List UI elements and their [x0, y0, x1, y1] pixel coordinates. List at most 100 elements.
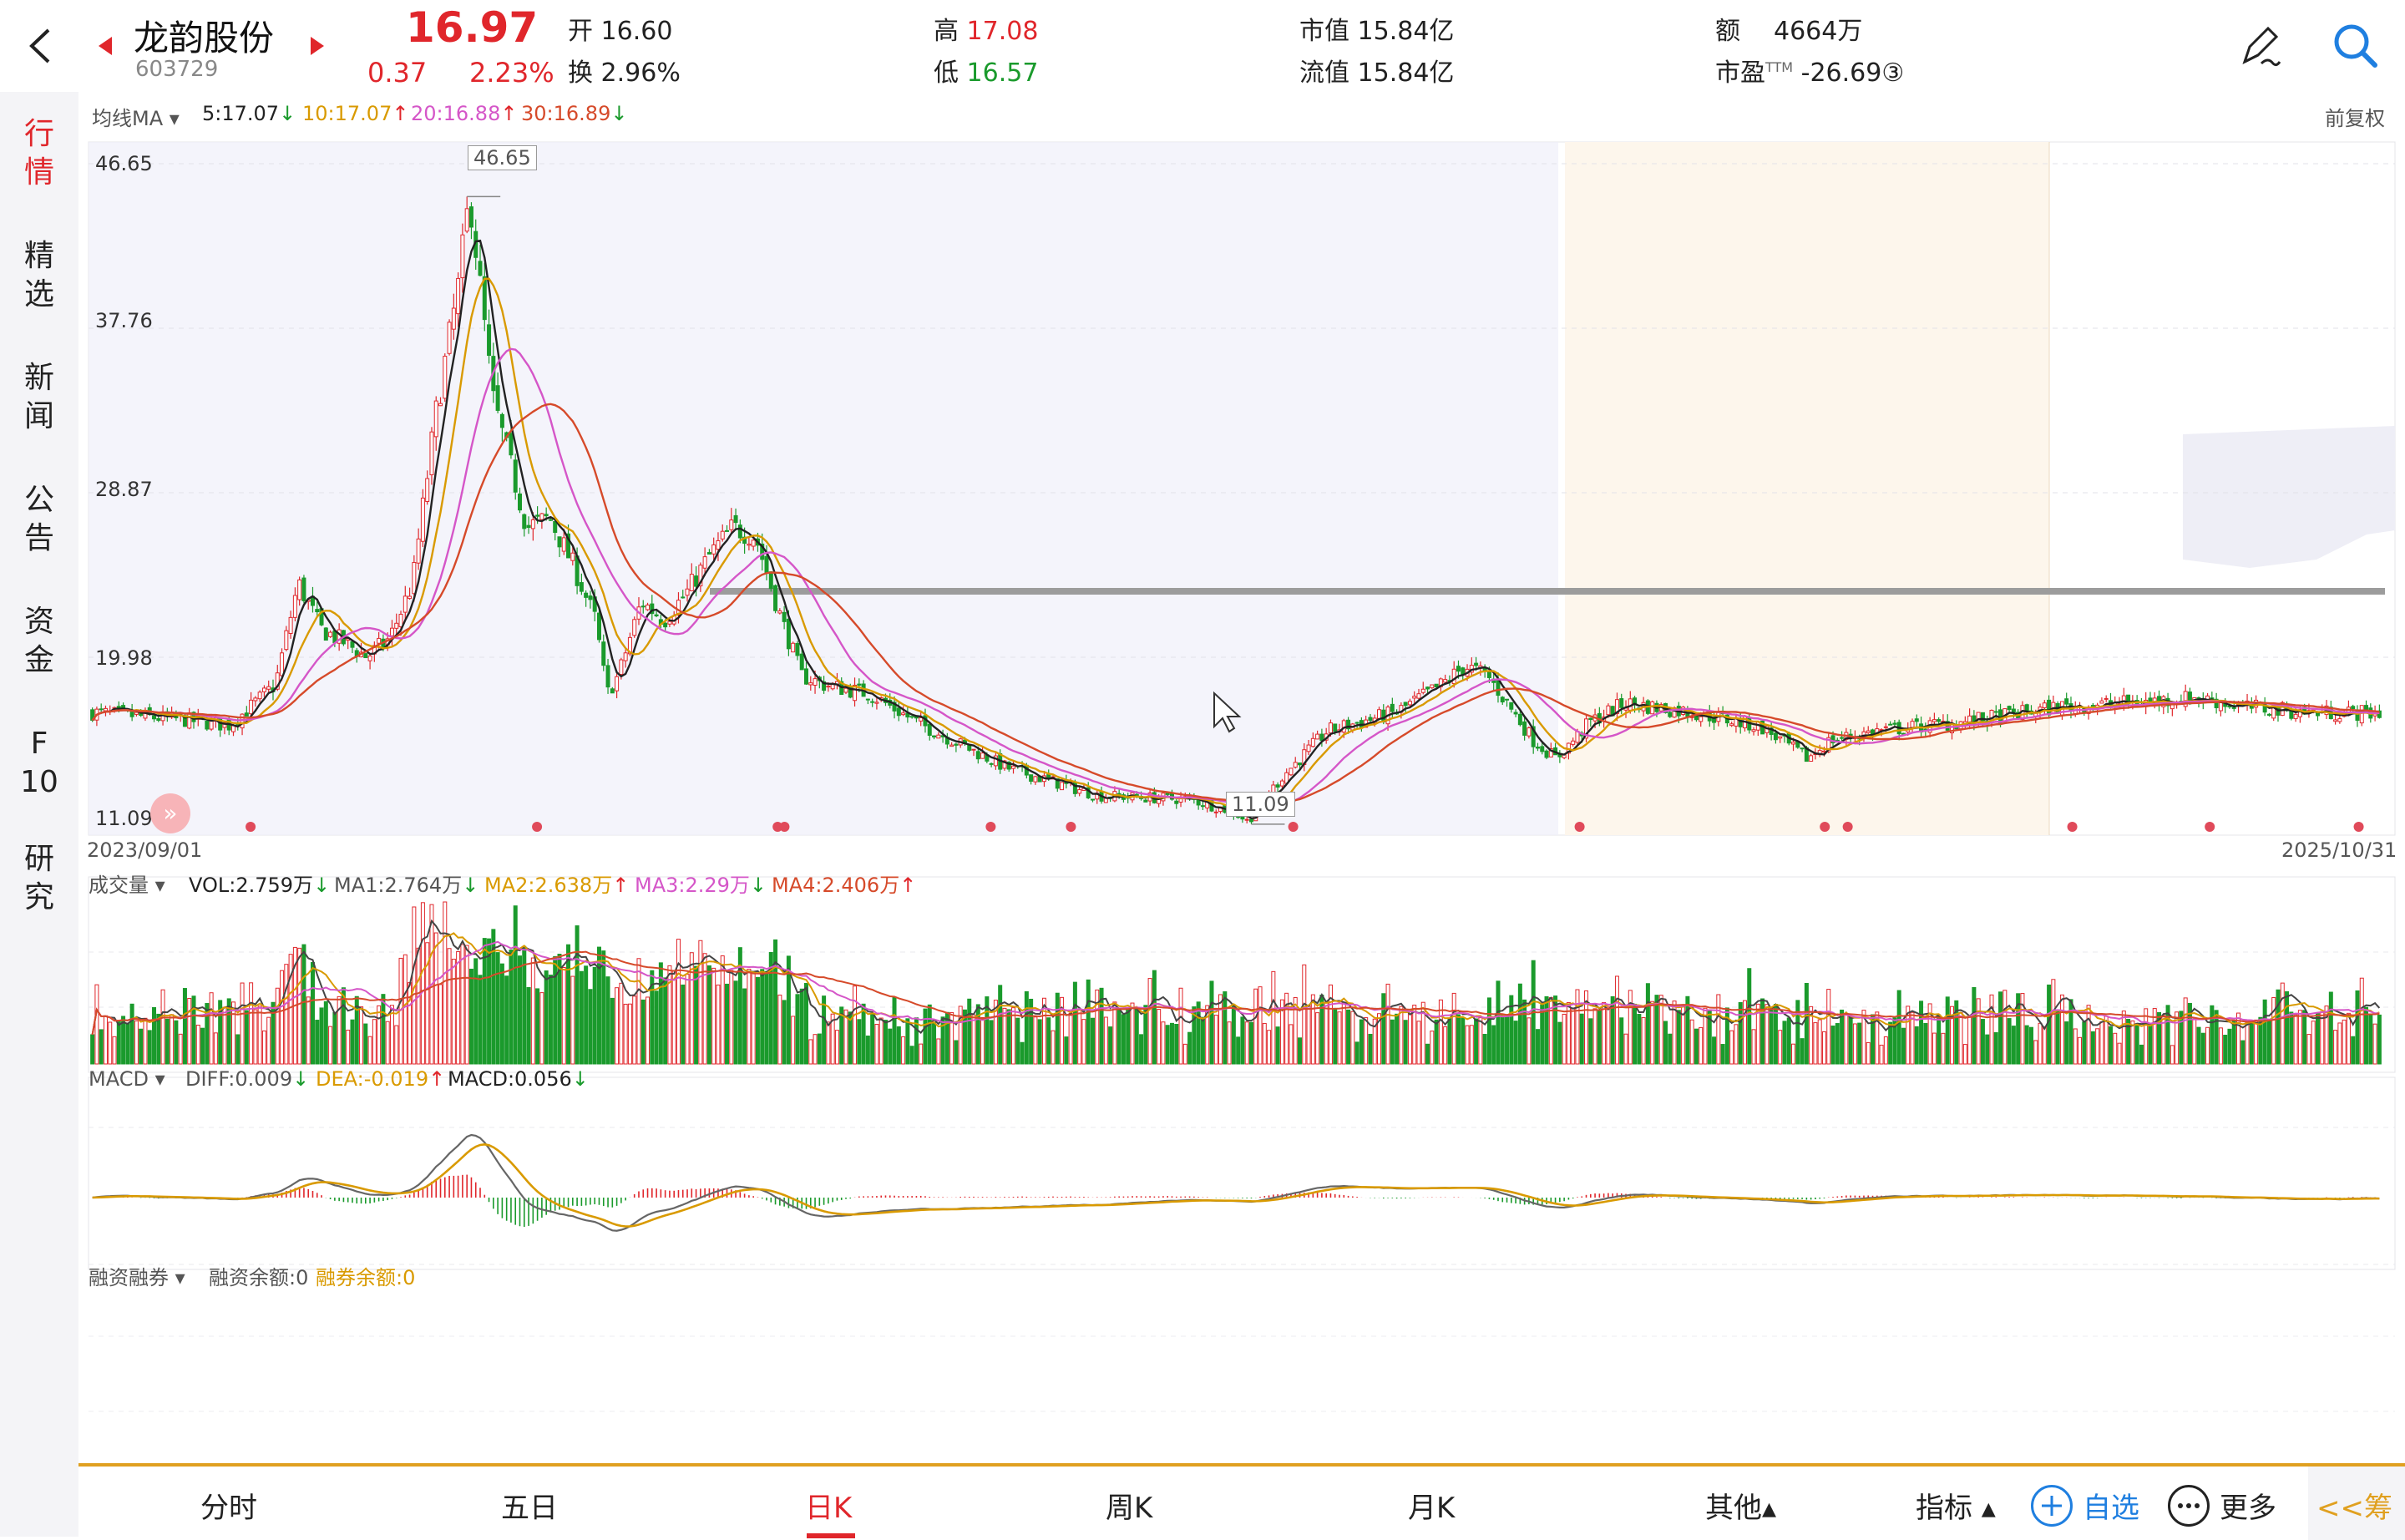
candle-body: [804, 668, 808, 685]
add-watch-button[interactable]: 自选: [2083, 1492, 2139, 1525]
event-dot[interactable]: [2353, 822, 2364, 832]
candle-body: [584, 592, 589, 598]
volume-dropdown[interactable]: 成交量 ▾: [89, 874, 165, 897]
more-button[interactable]: 更多: [2220, 1492, 2276, 1525]
candle-body: [257, 691, 262, 700]
macd-arrow-icon: ↓: [571, 1067, 589, 1091]
volume-bar: [1830, 1026, 1835, 1065]
indicator-button[interactable]: 指标 ▴: [1916, 1492, 1996, 1525]
expand-chevron-icon[interactable]: »: [150, 793, 190, 833]
volume-bar: [182, 988, 187, 1065]
event-dot[interactable]: [246, 822, 256, 832]
volume-bar: [244, 1010, 249, 1065]
event-dot[interactable]: [772, 822, 783, 832]
back-arrow-icon[interactable]: [23, 25, 57, 67]
sidebar-item-announcement[interactable]: 公 告: [23, 483, 54, 555]
volume-bar: [1024, 990, 1029, 1065]
volume-bar: [2095, 1028, 2100, 1065]
event-dot[interactable]: [779, 822, 790, 832]
volume-bar: [389, 1005, 394, 1065]
candle-body: [1306, 744, 1311, 752]
tab-other[interactable]: 其他▴: [1705, 1492, 1777, 1525]
sidebar-item-f10[interactable]: F 10: [20, 727, 58, 799]
tab-monthly-k[interactable]: 月K: [1408, 1492, 1456, 1525]
draw-pen-icon[interactable]: [2236, 22, 2283, 72]
volume-ma-lines: [91, 919, 2381, 1036]
sidebar-item-research[interactable]: 研 究: [23, 842, 54, 914]
candle-body: [2351, 706, 2356, 710]
volume-bar: [799, 988, 804, 1065]
more-icon[interactable]: [2168, 1485, 2210, 1527]
candle-body: [1496, 680, 1501, 697]
candle-body: [1434, 683, 1439, 687]
ma-dropdown[interactable]: 均线MA ▾: [92, 107, 180, 130]
stock-name: 龙韵股份: [134, 18, 275, 58]
volume-bar: [1840, 1009, 1845, 1065]
volume-bar: [646, 996, 651, 1065]
sidebar-item-featured[interactable]: 精 选: [23, 239, 54, 312]
candle-body: [729, 519, 734, 530]
sidebar-item-news[interactable]: 新 闻: [23, 361, 54, 433]
candle-body: [1403, 702, 1408, 707]
kline-chart-area[interactable]: 均线MA ▾ 5:17.07↓ 10:17.07↑ 20:16.88↑ 30:1…: [78, 92, 2405, 1478]
tab-daily-k[interactable]: 日K: [805, 1492, 853, 1525]
next-stock-icon[interactable]: [311, 37, 324, 55]
volume-bar: [676, 939, 681, 1065]
event-dot[interactable]: [985, 822, 996, 832]
margin-dropdown[interactable]: 融资融券 ▾: [89, 1266, 185, 1289]
event-dot[interactable]: [532, 822, 543, 832]
volume-bar: [1892, 1017, 1897, 1065]
macd-dropdown[interactable]: MACD ▾: [89, 1067, 165, 1091]
event-dot[interactable]: [1066, 822, 1076, 832]
prev-stock-icon[interactable]: [99, 37, 112, 55]
volume-bar: [782, 1000, 787, 1065]
sidebar-item-quote[interactable]: 行 情: [23, 117, 54, 190]
volume-bar: [1809, 1006, 1814, 1065]
tab-intraday[interactable]: 分时: [200, 1492, 257, 1525]
candle-body: [425, 478, 430, 503]
event-dot[interactable]: [1820, 822, 1830, 832]
volume-bar: [834, 1030, 839, 1065]
volume-bar: [2090, 1031, 2095, 1065]
volume-bar: [2059, 994, 2064, 1065]
volume-bar: [108, 1021, 113, 1065]
volume-bar: [1755, 1003, 1760, 1065]
volume-bar: [729, 970, 734, 1065]
candle-body: [416, 538, 421, 564]
volume-bar: [870, 1014, 875, 1065]
event-dot[interactable]: [2067, 822, 2078, 832]
candle-body: [478, 261, 483, 276]
volume-bar: [129, 1003, 134, 1065]
event-dot[interactable]: [2205, 822, 2215, 832]
volume-bar: [1544, 995, 1549, 1065]
volume-bar: [808, 1039, 813, 1065]
candle-body: [566, 533, 571, 559]
candle-body: [777, 610, 782, 614]
candle-body: [99, 708, 104, 711]
amount-field: 额 4664万: [1715, 10, 1862, 47]
tab-weekly-k[interactable]: 周K: [1106, 1492, 1153, 1525]
volume-bar: [1060, 996, 1065, 1065]
sidebar-item-funds[interactable]: 资 金: [23, 605, 54, 677]
event-dot[interactable]: [1842, 822, 1853, 832]
tab-five-day[interactable]: 五日: [501, 1492, 558, 1525]
candle-body: [1531, 726, 1536, 747]
candle-body: [1945, 721, 1950, 731]
volume-bar: [619, 982, 624, 1065]
event-dot[interactable]: [1288, 822, 1299, 832]
volume-bar: [2249, 1020, 2254, 1065]
vol-ma3-legend: MA3:2.29万↓: [635, 869, 767, 898]
volume-bar: [1658, 995, 1663, 1065]
volume-bar: [1461, 1017, 1466, 1065]
volume-bar: [843, 1009, 848, 1065]
candle-body: [518, 493, 522, 511]
volume-bar: [2130, 1020, 2135, 1065]
chips-panel-toggle[interactable]: <<筹: [2308, 1467, 2405, 1540]
volume-bar: [2126, 1018, 2131, 1065]
volume-bar: [1633, 1003, 1638, 1065]
event-dot[interactable]: [1574, 822, 1585, 832]
event-dots[interactable]: [246, 822, 2364, 832]
adjust-toggle[interactable]: 前复权: [2325, 107, 2385, 130]
add-watch-icon[interactable]: [2031, 1485, 2073, 1527]
search-icon[interactable]: [2330, 20, 2380, 70]
